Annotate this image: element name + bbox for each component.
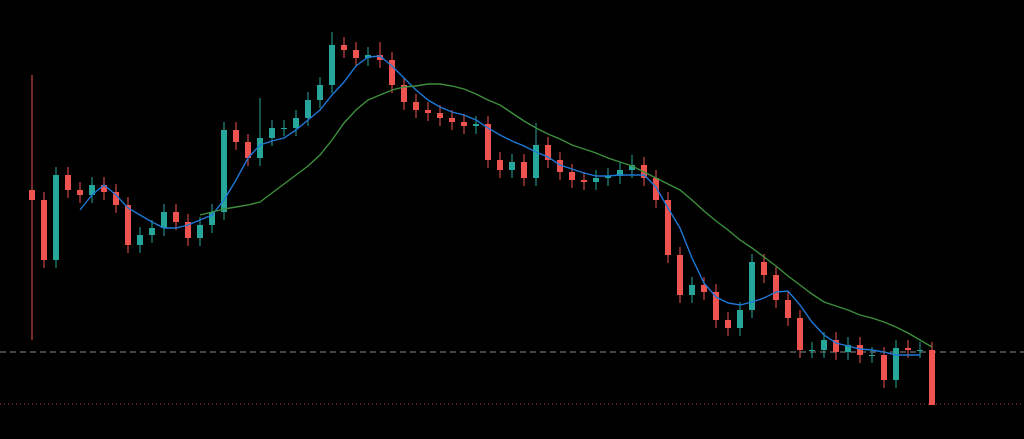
candle-body [617, 170, 623, 176]
candle-body [917, 350, 923, 351]
candle-body [377, 55, 383, 60]
moving-average-line [79, 55, 920, 356]
candle-body [569, 172, 575, 180]
candle-body [893, 348, 899, 380]
candle-body [41, 200, 47, 260]
candle-body [809, 350, 815, 351]
candle-body [497, 160, 503, 170]
candle-body [833, 340, 839, 352]
candle-body [509, 162, 515, 170]
candle-body [101, 185, 107, 192]
candle-body [689, 285, 695, 295]
candle-body [413, 102, 419, 110]
candle-body [269, 128, 275, 138]
candle-body [65, 175, 71, 190]
candle-body [545, 145, 551, 160]
candle-body [881, 355, 887, 380]
candle-body [293, 118, 299, 128]
candle-body [629, 165, 635, 170]
candle-body [485, 124, 491, 160]
candle-body [425, 110, 431, 113]
candle-body [785, 300, 791, 318]
candle-body [677, 255, 683, 295]
candle-body [305, 100, 311, 118]
candle-body [245, 142, 251, 158]
candle-body [461, 122, 467, 126]
candle-body [929, 350, 935, 405]
candle-body [53, 175, 59, 260]
candle-body [173, 212, 179, 222]
candle-body [317, 85, 323, 100]
candle-body [761, 262, 767, 275]
candle-body [593, 178, 599, 182]
candle-body [161, 212, 167, 228]
candle-body [449, 118, 455, 122]
candle-body [341, 45, 347, 50]
candle-body [905, 348, 911, 350]
candle-body [209, 212, 215, 225]
candle-body [389, 60, 395, 85]
candle-body [329, 45, 335, 85]
candle-body [605, 176, 611, 178]
candle-body [773, 275, 779, 300]
candle-body [197, 225, 203, 238]
candle-body [473, 124, 479, 126]
candle-body [29, 190, 35, 200]
candle-body [149, 228, 155, 235]
candle-body [125, 205, 131, 245]
candle-body [113, 192, 119, 205]
candle-body [77, 190, 83, 195]
candle-body [713, 292, 719, 320]
candle-body [89, 185, 95, 195]
candle-body [353, 50, 359, 58]
candle-body [521, 162, 527, 178]
candle-body [665, 200, 671, 255]
candle-body [857, 345, 863, 355]
candle-body [737, 310, 743, 328]
candle-body [221, 130, 227, 212]
candle-body [137, 235, 143, 245]
candle-body [533, 145, 539, 178]
candle-body [401, 85, 407, 102]
candle-body [437, 113, 443, 118]
candle-body [557, 160, 563, 172]
candle-body [749, 262, 755, 310]
candle-body [581, 180, 587, 182]
moving-average-line [199, 83, 933, 348]
candle-body [725, 320, 731, 328]
candle-body [869, 355, 875, 356]
candle-body [701, 285, 707, 292]
candle-body [797, 318, 803, 350]
candle-body [185, 222, 191, 238]
candle-body [821, 340, 827, 350]
candle-body [233, 130, 239, 142]
candle-body [845, 345, 851, 352]
candle-body [281, 128, 287, 129]
candle-body [257, 138, 263, 158]
candle-body [653, 178, 659, 200]
